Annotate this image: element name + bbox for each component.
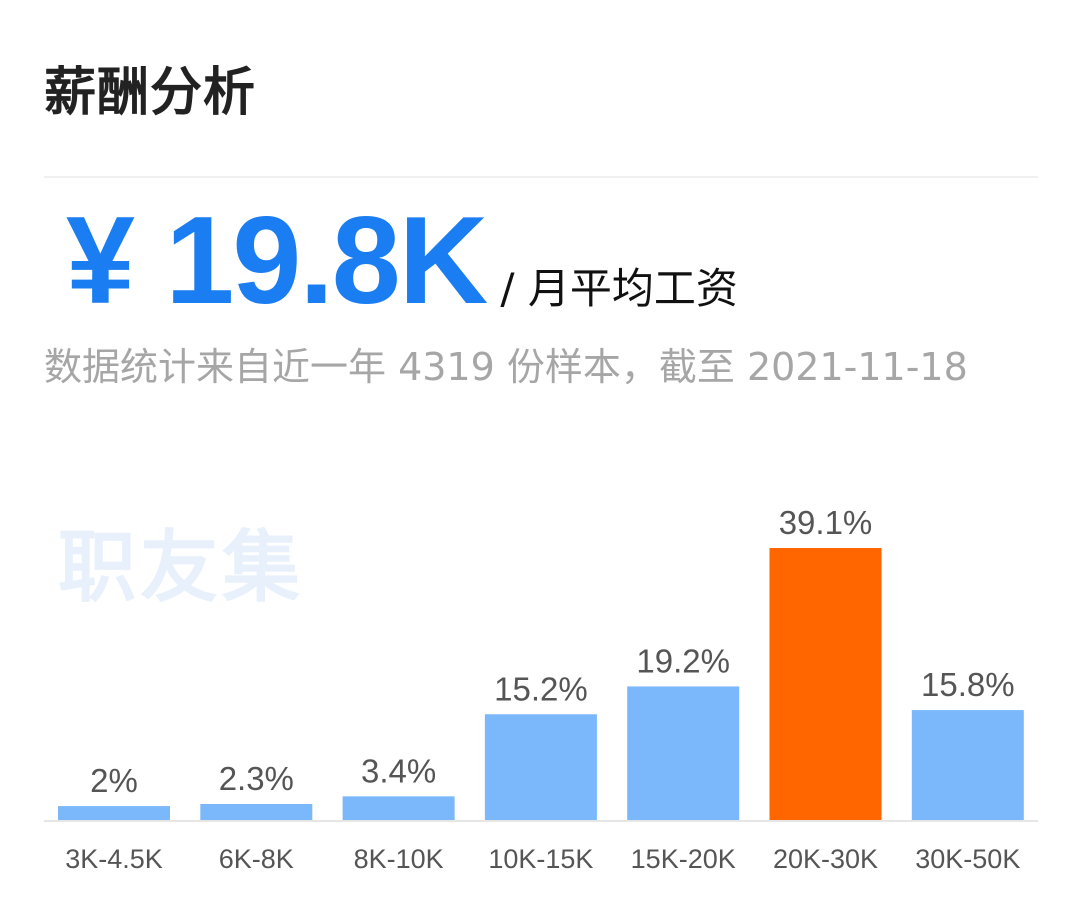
page-title: 薪酬分析	[44, 63, 257, 123]
bar-value-label: 15.8%	[921, 666, 1015, 703]
category-label: 10K-15K	[488, 844, 593, 874]
bar-value-label: 39.1%	[779, 504, 873, 541]
watermark-logo: 职友集	[58, 523, 305, 613]
bar-value-label: 19.2%	[636, 642, 730, 679]
divider	[44, 176, 1038, 178]
bar-15K-20K	[627, 686, 740, 820]
bar-6K-8K	[200, 804, 313, 820]
bar-30K-50K	[911, 710, 1024, 820]
bar-8K-10K	[342, 796, 455, 820]
bar-3K-4.5K	[58, 806, 170, 820]
category-label: 3K-4.5K	[65, 844, 163, 874]
category-label: 30K-50K	[915, 844, 1020, 874]
category-label: 20K-30K	[773, 844, 878, 874]
bar-value-label: 2.3%	[219, 760, 294, 797]
category-label: 8K-10K	[354, 844, 444, 874]
sample-description: 数据统计来自近一年 4319 份样本，截至 2021-11-18	[44, 345, 968, 389]
bar-10K-15K	[484, 714, 597, 820]
average-salary: ¥ 19.8K / 月平均工资	[66, 190, 738, 332]
category-label: 6K-8K	[219, 844, 294, 874]
bar-value-label: 15.2%	[494, 670, 588, 707]
bar-20K-30K	[769, 548, 882, 820]
average-salary-value: ¥ 19.8K	[66, 192, 488, 330]
bar-value-label: 3.4%	[361, 752, 436, 789]
bar-value-label: 2%	[90, 762, 138, 799]
category-label: 15K-20K	[631, 844, 736, 874]
average-salary-unit: / 月平均工资	[500, 264, 738, 313]
